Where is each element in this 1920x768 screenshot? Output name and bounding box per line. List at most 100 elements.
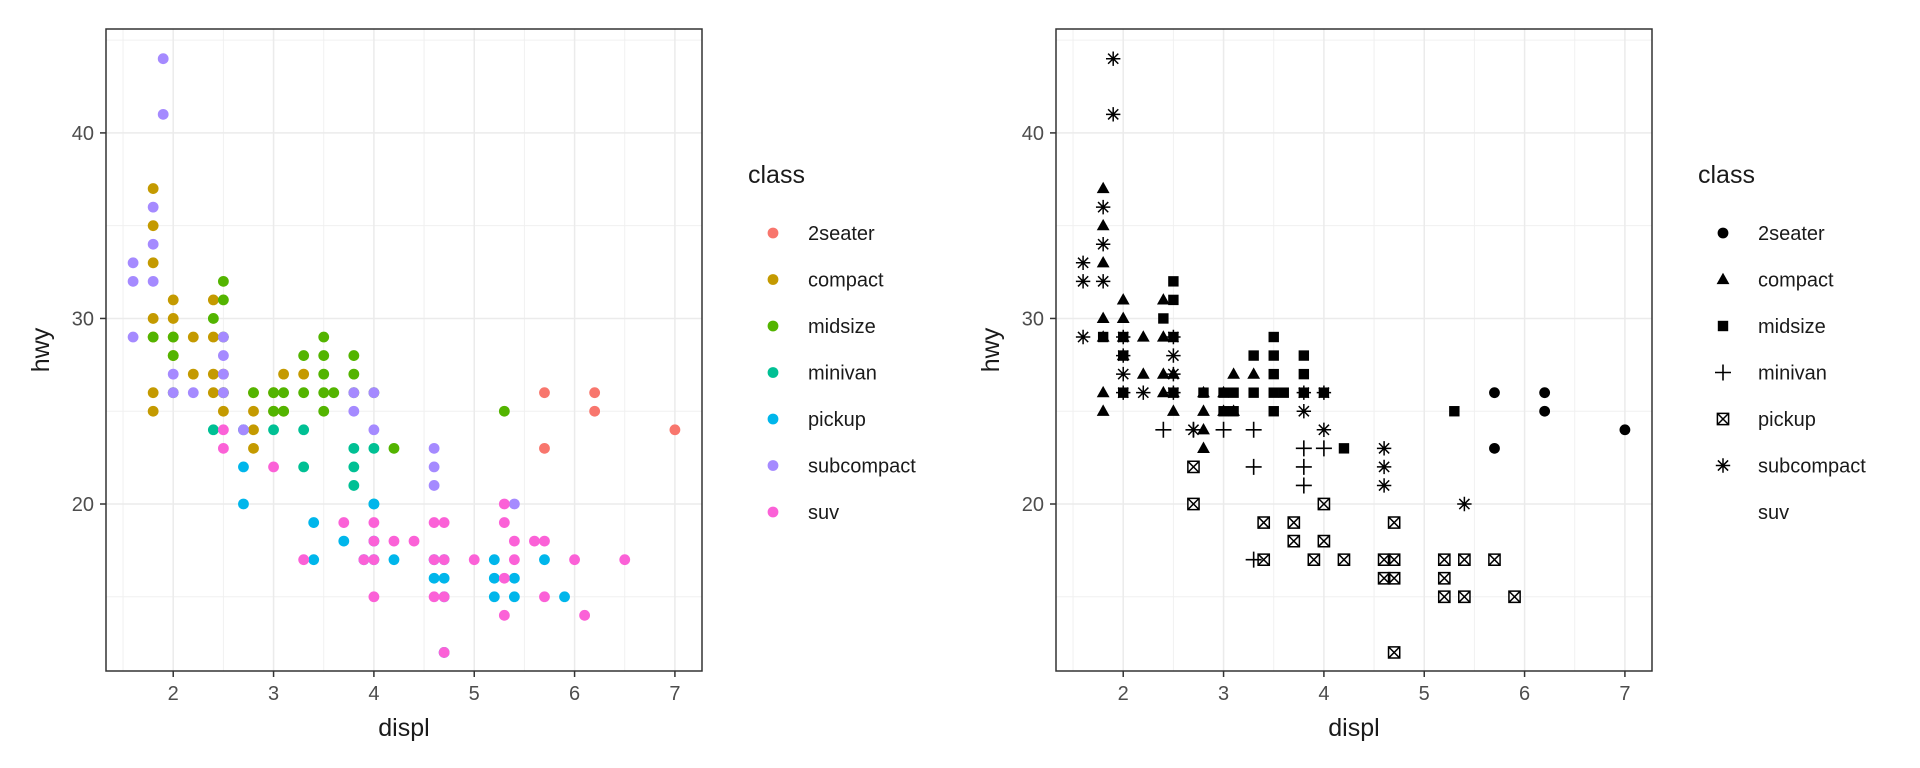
- data-point-minivan: [1245, 421, 1262, 438]
- legend-label-midsize: midsize: [808, 316, 876, 338]
- data-point-minivan: [1215, 421, 1232, 438]
- data-point-suv: [569, 554, 580, 566]
- data-point-pickup: [1187, 460, 1200, 474]
- data-point-compact: [147, 387, 159, 399]
- data-point-suv: [508, 554, 520, 566]
- data-point-suv: [217, 424, 229, 436]
- data-point-pickup: [508, 591, 520, 603]
- legend-key-minivan: [1715, 364, 1731, 381]
- data-point-pickup: [1287, 516, 1301, 529]
- data-point-midsize: [217, 294, 229, 306]
- data-point-2seater: [1539, 405, 1551, 417]
- data-point-suv: [368, 591, 380, 603]
- data-point-suv: [498, 609, 510, 621]
- legend-key-2seater: [767, 227, 779, 239]
- data-point-subcompact: [1166, 366, 1181, 382]
- data-point-compact: [207, 368, 219, 380]
- data-point-midsize: [1268, 350, 1279, 361]
- data-point-compact: [1116, 293, 1130, 305]
- data-point-midsize: [1218, 406, 1229, 417]
- legend-key-midsize: [767, 320, 779, 332]
- data-point-subcompact: [157, 53, 169, 65]
- data-point-suv: [438, 647, 450, 658]
- y-tick-label: 30: [1022, 308, 1044, 330]
- legend-label-suv: suv: [808, 502, 839, 524]
- data-point-compact: [298, 368, 310, 380]
- data-point-subcompact: [1095, 274, 1111, 289]
- data-point-suv: [358, 554, 370, 566]
- data-point-midsize: [1449, 406, 1460, 417]
- data-point-compact: [1247, 367, 1261, 379]
- data-point-suv: [408, 535, 420, 547]
- data-point-midsize: [348, 350, 360, 361]
- x-tick-label: 2: [168, 683, 179, 705]
- data-point-compact: [1197, 404, 1210, 416]
- data-point-midsize: [268, 405, 279, 417]
- data-point-compact: [1156, 367, 1170, 379]
- data-point-suv: [368, 517, 380, 528]
- data-point-subcompact: [1316, 385, 1332, 400]
- data-point-subcompact: [508, 498, 520, 510]
- data-point-midsize: [1097, 331, 1109, 343]
- data-point-subcompact: [157, 108, 169, 120]
- data-point-midsize: [348, 368, 360, 380]
- plot-background: [1056, 29, 1652, 671]
- data-point-suv: [268, 461, 279, 473]
- data-point-midsize: [1218, 387, 1229, 398]
- data-point-compact: [1096, 404, 1110, 416]
- data-point-minivan: [1245, 458, 1262, 475]
- data-point-suv: [298, 554, 310, 566]
- data-point-subcompact: [428, 442, 440, 454]
- data-point-2seater: [669, 424, 681, 436]
- legend-key-2seater: [1717, 227, 1729, 239]
- data-point-subcompact: [1105, 51, 1121, 66]
- data-point-pickup: [488, 591, 500, 603]
- data-point-compact: [1156, 330, 1170, 342]
- data-point-suv: [539, 591, 550, 603]
- data-point-midsize: [248, 387, 259, 399]
- data-point-suv: [498, 517, 510, 528]
- chart-panel-2: 2 3 4 5 6 7 20 30 40 displ hwy class 2seater compact m…: [977, 28, 1866, 742]
- data-point-compact: [1227, 367, 1240, 379]
- y-tick-label: 40: [72, 123, 94, 145]
- data-point-pickup: [508, 572, 520, 584]
- data-point-subcompact: [147, 238, 159, 250]
- data-point-compact: [147, 183, 159, 194]
- data-point-midsize: [328, 387, 340, 399]
- data-point-compact: [207, 387, 219, 399]
- data-point-pickup: [1257, 553, 1271, 567]
- x-axis-title: displ: [378, 714, 429, 742]
- data-point-suv: [428, 517, 440, 528]
- data-point-subcompact: [1116, 385, 1131, 400]
- data-point-compact: [147, 405, 159, 417]
- data-point-suv: [498, 498, 510, 510]
- data-point-subcompact: [217, 350, 229, 361]
- data-point-subcompact: [428, 461, 440, 473]
- x-tick-label: 3: [268, 683, 279, 705]
- data-point-pickup: [1458, 553, 1471, 567]
- legend: class 2seater compact midsize minivan pickup s…: [1698, 161, 1866, 524]
- data-point-midsize: [278, 387, 289, 399]
- data-point-minivan: [268, 424, 279, 436]
- data-point-suv: [529, 535, 540, 547]
- x-tick-label: 4: [368, 683, 379, 705]
- data-point-suv: [619, 554, 631, 566]
- legend-label-compact: compact: [1758, 270, 1834, 292]
- data-point-pickup: [308, 554, 320, 566]
- data-point-suv: [468, 554, 480, 566]
- data-point-midsize: [1338, 443, 1350, 454]
- y-axis-title: hwy: [27, 327, 55, 372]
- data-point-compact: [248, 442, 259, 454]
- data-point-subcompact: [217, 387, 229, 399]
- legend-label-minivan: minivan: [1758, 363, 1827, 385]
- data-point-subcompact: [147, 201, 159, 213]
- data-point-suv: [579, 609, 591, 621]
- data-point-midsize: [298, 350, 310, 361]
- data-point-subcompact: [1095, 237, 1111, 252]
- y-tick-label: 20: [1022, 494, 1044, 516]
- data-point-midsize: [1298, 368, 1310, 380]
- data-point-subcompact: [1296, 404, 1312, 419]
- legend-title: class: [1698, 161, 1755, 189]
- data-point-2seater: [1619, 424, 1631, 436]
- legend-label-subcompact: subcompact: [808, 456, 916, 478]
